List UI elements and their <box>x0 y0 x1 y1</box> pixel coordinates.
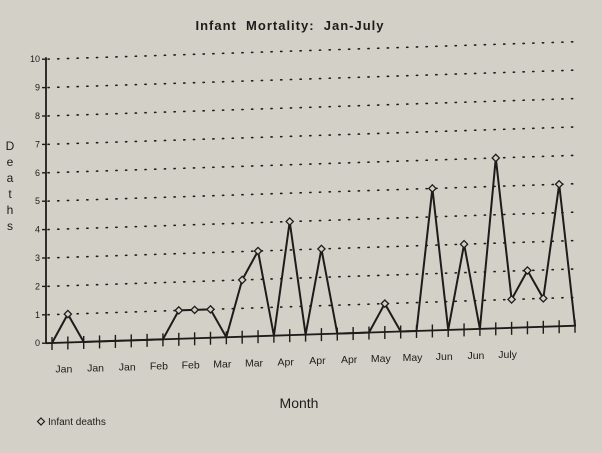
x-tick-label: Jun <box>467 350 484 362</box>
x-tick-label: Apr <box>278 356 295 368</box>
gridline <box>47 154 577 174</box>
gridline <box>47 211 577 231</box>
x-tick-label: Apr <box>341 354 358 366</box>
y-tick-label: 1 <box>35 310 40 320</box>
data-point <box>491 153 501 163</box>
y-tick-label: 2 <box>35 281 40 291</box>
x-tick-label: Jan <box>55 364 72 376</box>
gridline <box>47 69 577 89</box>
gridline <box>47 268 577 288</box>
data-point <box>316 244 326 254</box>
legend-marker <box>36 417 46 426</box>
x-tick-label: Mar <box>245 357 264 369</box>
data-point <box>205 304 216 314</box>
y-label-letter: e <box>7 155 14 169</box>
y-tick-label: 0 <box>35 338 40 348</box>
y-tick-label: 8 <box>35 111 40 121</box>
gridline <box>47 182 577 202</box>
data-point <box>253 246 263 256</box>
x-tick-label: Jan <box>119 362 136 374</box>
grid-lines <box>47 40 577 316</box>
data-point <box>538 293 548 303</box>
data-point <box>174 305 184 315</box>
data-point <box>190 305 200 315</box>
data-point <box>427 183 437 193</box>
y-label-letter: h <box>7 203 14 217</box>
y-label-letter: s <box>7 219 13 233</box>
y-tick-label: 9 <box>35 83 40 93</box>
y-label-letter: t <box>8 187 12 201</box>
x-axis-label: Month <box>280 395 319 411</box>
y-tick-labels: 0 1 2 3 4 5 6 7 8 9 10 <box>30 54 40 348</box>
y-label-letter: D <box>6 139 15 153</box>
data-point <box>380 299 390 309</box>
data-point <box>63 309 73 319</box>
x-tick-label: Jun <box>436 351 453 363</box>
series-infant-deaths <box>51 153 576 344</box>
chart-title: Infant Mortality: Jan-July <box>195 18 384 33</box>
x-tick-label: Mar <box>213 358 232 370</box>
series-line <box>51 157 576 344</box>
data-point <box>522 265 532 276</box>
x-tick-label: May <box>371 353 392 365</box>
y-tick-label: 3 <box>35 253 40 263</box>
legend-label: Infant deaths <box>48 417 106 428</box>
x-tick-label: July <box>498 349 517 361</box>
legend: Infant deaths <box>36 417 106 428</box>
data-point <box>507 294 517 304</box>
y-tick-label: 10 <box>30 54 40 64</box>
data-point <box>459 239 469 249</box>
y-label-letter: a <box>7 171 14 185</box>
gridline <box>47 239 577 259</box>
x-tick-label: Feb <box>182 359 200 371</box>
data-point <box>554 179 564 189</box>
y-tick-label: 5 <box>35 196 40 206</box>
gridline <box>47 296 577 316</box>
y-tick-label: 4 <box>35 225 40 235</box>
x-tick-label: Apr <box>309 355 326 367</box>
data-point <box>237 275 247 285</box>
x-tick-labels: Jan Jan Jan Feb Feb Mar Mar Apr Apr Apr May May Jun J… <box>55 349 517 376</box>
x-tick-label: May <box>403 352 424 364</box>
gridline <box>47 97 577 117</box>
y-tick-label: 6 <box>35 168 40 178</box>
gridline <box>47 40 577 60</box>
gridline <box>47 126 577 146</box>
y-tick-label: 7 <box>35 139 40 149</box>
x-tick-label: Jan <box>87 363 104 375</box>
x-tick-label: Feb <box>150 360 168 372</box>
data-point <box>285 217 295 227</box>
